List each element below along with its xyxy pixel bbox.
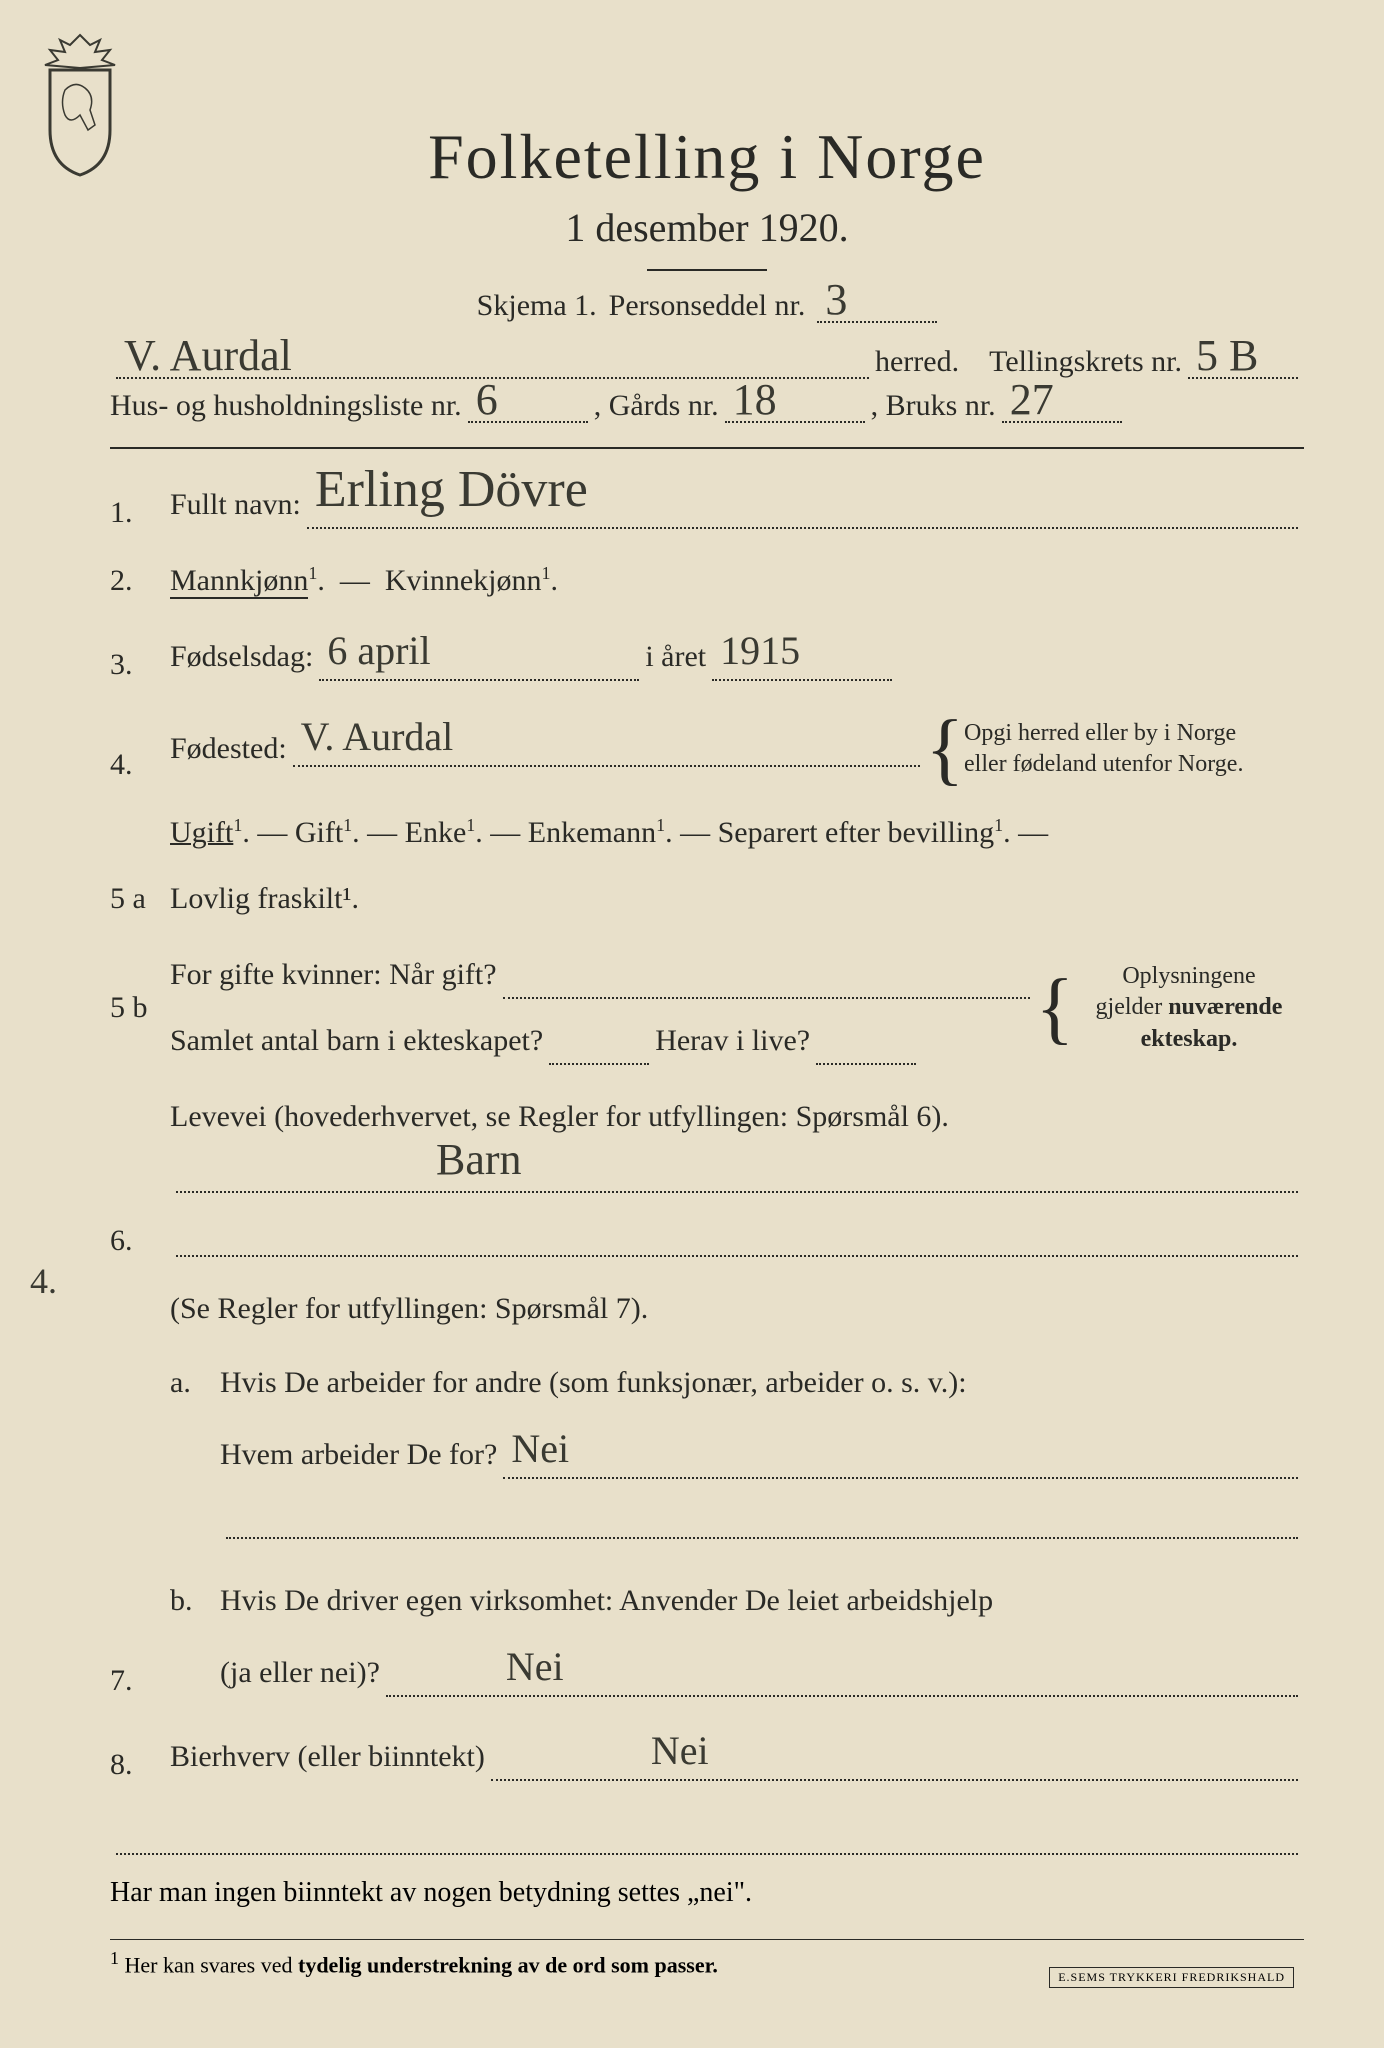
q5b-l2a: Samlet antal barn i ekteskapet? — [170, 1017, 543, 1065]
q5a-line2: Lovlig fraskilt¹. — [170, 875, 1304, 923]
margin-mark: 4. — [30, 1260, 57, 1302]
q7b-l1: Hvis De driver egen virksomhet: Anvender… — [220, 1584, 993, 1617]
personseddel-label: Personseddel nr. — [609, 289, 806, 323]
tellingskrets-value: 5 B — [1196, 330, 1258, 381]
q4-note1: Opgi herred eller by i Norge — [964, 720, 1236, 746]
personseddel-nr-value: 3 — [825, 274, 847, 325]
brace-icon: { — [1036, 976, 1074, 1040]
bruks-nr-value: 27 — [1010, 374, 1054, 425]
skjema-label: Skjema 1. — [477, 289, 597, 323]
q3-num: 3. — [110, 641, 170, 689]
q5b-note2: gjelder nuværende — [1096, 994, 1283, 1020]
q1-value: Erling Dövre — [315, 448, 588, 531]
q8-value: Nei — [651, 1719, 709, 1783]
q5b-num: 5 b — [110, 984, 170, 1032]
q7b-value: Nei — [506, 1635, 564, 1699]
q3-year-label: i året — [645, 633, 706, 681]
hus-label: Hus- og husholdningsliste nr. — [110, 389, 462, 423]
q8-label: Bierhverv (eller biinntekt) — [170, 1733, 485, 1781]
q6-num: 6. — [110, 1217, 170, 1265]
q6-label: Levevei (hovederhvervet, se Regler for u… — [170, 1100, 949, 1133]
q3-year-value: 1915 — [720, 619, 800, 683]
q6-value: Barn — [436, 1125, 522, 1195]
q7a-l1: Hvis De arbeider for andre (som funksjon… — [220, 1366, 967, 1399]
closing-note: Har man ingen biinntekt av nogen betydni… — [110, 1877, 1304, 1909]
herred-value: V. Aurdal — [124, 330, 292, 381]
title-main: Folketelling i Norge — [110, 120, 1304, 194]
census-form-page: Folketelling i Norge 1 desember 1920. Sk… — [0, 0, 1384, 2048]
q2-mann: Mannkjønn — [170, 564, 308, 599]
q5b-note3: ekteskap. — [1141, 1026, 1238, 1052]
q7-num: 7. — [110, 1657, 170, 1705]
q1-label: Fullt navn: — [170, 481, 301, 529]
q7-label: (Se Regler for utfyllingen: Spørsmål 7). — [170, 1292, 648, 1325]
q4-value: V. Aurdal — [301, 705, 454, 769]
q7a-num: a. — [170, 1359, 220, 1547]
herred-label: herred. — [875, 345, 959, 379]
q1-num: 1. — [110, 489, 170, 537]
q4-label: Fødested: — [170, 725, 287, 773]
divider — [647, 269, 767, 271]
q5b-note1: Oplysningene — [1122, 963, 1255, 989]
q7b-num: b. — [170, 1577, 220, 1705]
q8-num: 8. — [110, 1741, 170, 1789]
bruks-label: , Bruks nr. — [871, 389, 996, 423]
q4-note2: eller fødeland utenfor Norge. — [964, 751, 1243, 777]
q7b-l2: (ja eller nei)? — [220, 1649, 380, 1697]
q4-num: 4. — [110, 741, 170, 789]
q5a-num: 5 a — [110, 875, 170, 923]
form-header: Folketelling i Norge 1 desember 1920. Sk… — [110, 120, 1304, 323]
q5b-l2b: Herav i live? — [655, 1017, 810, 1065]
brace-icon: { — [926, 717, 964, 781]
q3-label: Fødselsdag: — [170, 633, 313, 681]
title-subtitle: 1 desember 1920. — [110, 204, 1304, 251]
q3-day-value: 6 april — [327, 619, 430, 683]
gards-label: , Gårds nr. — [594, 389, 719, 423]
printer-mark: E.SEMS TRYKKERI FREDRIKSHALD — [1049, 1967, 1294, 1988]
q2-kvinne: Kvinnekjønn — [385, 564, 542, 597]
q7a-value: Nei — [511, 1417, 569, 1481]
gards-nr-value: 18 — [733, 374, 777, 425]
q2-num: 2. — [110, 557, 170, 605]
hus-nr-value: 6 — [476, 374, 498, 425]
q5b-l1: For gifte kvinner: Når gift? — [170, 951, 497, 999]
q7a-l2: Hvem arbeider De for? — [220, 1431, 497, 1479]
divider — [110, 447, 1304, 449]
